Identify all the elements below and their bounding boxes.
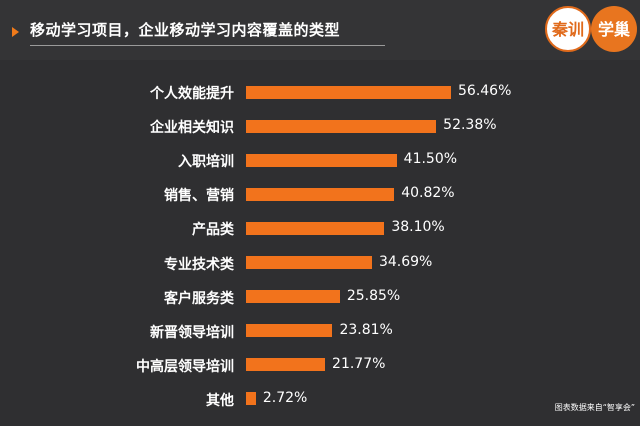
value-label: 38.10%	[391, 219, 445, 236]
value-label: 25.85%	[346, 287, 401, 304]
bar	[246, 290, 340, 304]
header-bar: 移动学习项目，企业移动学习内容覆盖的类型 秦训 学巢	[0, 0, 640, 60]
bar	[246, 221, 385, 235]
bar	[246, 358, 326, 372]
category-label: 新晋领导培训	[150, 324, 234, 341]
value-label: 21.77%	[332, 355, 386, 372]
bar	[246, 85, 451, 99]
bar	[246, 324, 333, 338]
category-label: 客户服务类	[164, 290, 234, 307]
category-label: 销售、营销	[164, 188, 234, 205]
play-arrow-icon	[12, 27, 19, 37]
category-label: 产品类	[192, 222, 234, 239]
value-label: 23.81%	[339, 321, 393, 338]
value-label: 2.72%	[262, 389, 308, 406]
logo-right-text: 学巢	[597, 20, 630, 39]
logo-right-circle	[591, 6, 637, 52]
page-title: 移动学习项目，企业移动学习内容覆盖的类型	[30, 21, 341, 39]
category-label: 入职培训	[178, 154, 234, 171]
bar	[246, 119, 437, 133]
bar-chart: 个人效能提升 56.46% 企业相关知识 52.38% 入职培训 41.50% 销售、营销 4…	[0, 60, 640, 426]
category-label: 个人效能提升	[150, 86, 234, 102]
logo-left-text: 秦训	[551, 20, 584, 39]
value-label: 41.50%	[403, 151, 458, 168]
bar	[246, 256, 372, 269]
value-label: 56.46%	[458, 83, 512, 99]
bar	[246, 187, 395, 201]
category-label: 中高层领导培训	[136, 358, 234, 375]
value-label: 34.69%	[378, 253, 433, 270]
category-label: 专业技术类	[164, 256, 234, 273]
bar	[246, 392, 256, 406]
category-label: 企业相关知识	[150, 120, 234, 137]
brand-logo: 秦训 学巢	[545, 6, 637, 52]
title-underline	[30, 45, 385, 46]
value-label: 40.82%	[401, 185, 455, 202]
value-label: 52.38%	[443, 117, 497, 134]
category-label: 其他	[206, 392, 234, 409]
logo-left-circle	[545, 6, 591, 52]
bar	[246, 153, 397, 167]
source-note: 图表数据来自“智享会”	[554, 403, 635, 412]
